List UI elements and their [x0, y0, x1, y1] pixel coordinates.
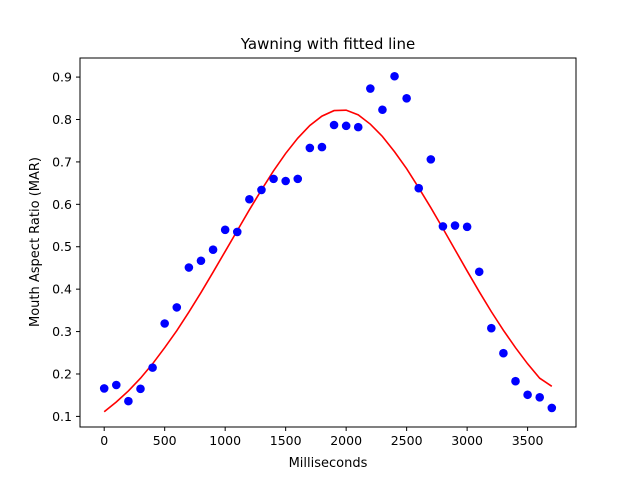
data-point [390, 71, 399, 81]
y-tick-label: 0.8 [52, 112, 72, 127]
data-point [172, 303, 182, 312]
x-tick-label: 500 [153, 433, 177, 448]
y-tick-label: 0.3 [52, 324, 72, 339]
data-point [245, 194, 254, 204]
y-tick-label: 0.5 [52, 239, 72, 254]
data-point [281, 176, 290, 186]
x-tick-label: 0 [100, 433, 108, 448]
data-point [402, 93, 411, 103]
data-point [414, 183, 424, 193]
fitted-line [103, 109, 553, 413]
data-point [353, 122, 363, 132]
data-point [438, 222, 448, 231]
data-point [148, 363, 157, 372]
data-point [160, 319, 169, 328]
x-axis-label: Milliseconds [289, 456, 368, 471]
y-tick-label: 0.7 [52, 154, 72, 169]
data-point [378, 105, 387, 115]
y-tick-label: 0.2 [52, 366, 72, 381]
data-point [305, 143, 315, 153]
data-point [462, 222, 472, 232]
data-point [99, 384, 109, 393]
data-point [208, 245, 218, 255]
data-point [341, 121, 351, 131]
data-point [293, 174, 303, 184]
data-point [111, 380, 121, 390]
data-point [450, 221, 460, 230]
x-tick-label: 3000 [451, 433, 483, 448]
y-tick-label: 0.1 [52, 409, 72, 424]
x-tick-label: 2000 [330, 433, 362, 448]
data-point [487, 323, 496, 333]
data-point [426, 155, 436, 164]
x-tick-label: 1000 [209, 433, 241, 448]
x-tick-label: 3500 [512, 433, 544, 448]
y-axis-label: Mouth Aspect Ratio (MAR) [28, 157, 43, 327]
data-point [220, 225, 230, 235]
data-point [124, 396, 133, 406]
data-point [317, 142, 327, 152]
data-point [535, 393, 545, 402]
data-point [136, 384, 145, 394]
data-point [366, 84, 375, 93]
x-tick-label: 1500 [270, 433, 302, 448]
data-point [523, 390, 532, 400]
data-point [329, 120, 339, 130]
data-point [232, 227, 242, 237]
data-point [547, 403, 557, 413]
data-point [474, 267, 484, 277]
chart-title: Yawning with fitted line [240, 35, 415, 53]
data-point [499, 348, 508, 358]
x-axis: 0 500 1000 1500 2000 2500 3000 3500 [100, 427, 544, 448]
plot-area [99, 71, 557, 413]
x-tick-label: 2500 [391, 433, 423, 448]
plot-frame [79, 57, 577, 428]
data-point [269, 174, 278, 184]
data-point [184, 263, 194, 272]
y-tick-label: 0.9 [52, 70, 72, 85]
data-point [511, 376, 520, 386]
y-tick-label: 0.6 [52, 197, 72, 212]
y-tick-label: 0.4 [52, 282, 72, 297]
data-point [196, 256, 206, 266]
y-axis: 0.1 0.2 0.3 0.4 0.5 0.6 0.7 0.8 0.9 [52, 70, 80, 424]
data-point [257, 185, 266, 195]
